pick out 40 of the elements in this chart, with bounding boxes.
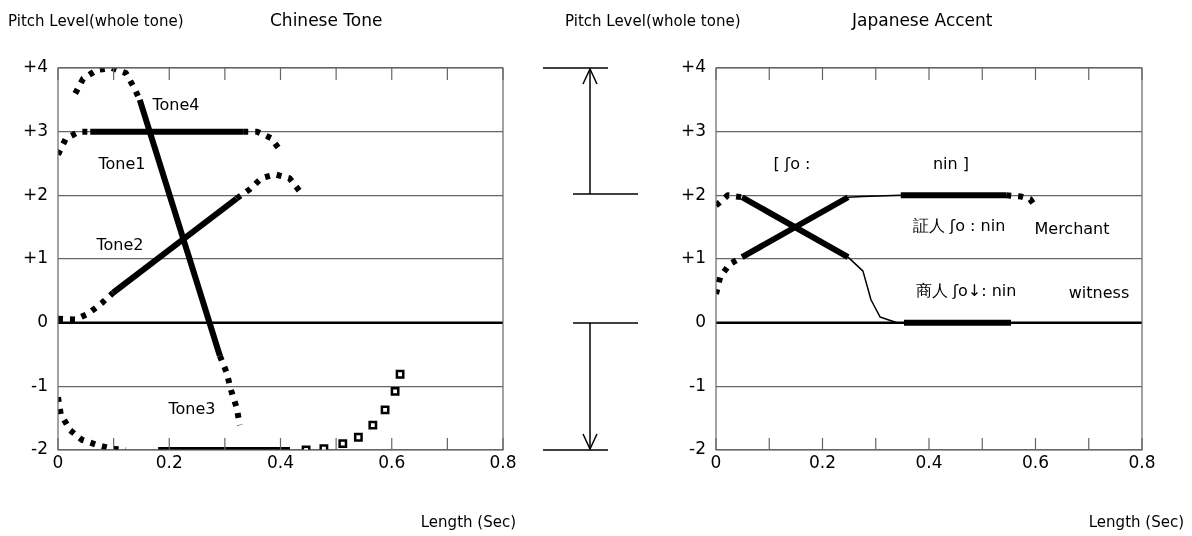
x-tick-label: 0.4 (915, 451, 943, 472)
y-tick-label: 0 (37, 311, 48, 332)
x-axis-title: Length (Sec) (420, 512, 516, 531)
x-tick-label: 0.2 (808, 451, 837, 472)
y-tick-label: +1 (680, 247, 706, 268)
annotation: Tone3 (167, 399, 216, 419)
y-tick-label: +4 (22, 56, 48, 77)
annotation: Tone2 (95, 235, 144, 255)
y-tick-label: -1 (31, 374, 48, 395)
x-tick-label: 0.8 (489, 451, 517, 472)
annotation: 商人 ʃo↓: nin (915, 281, 1017, 301)
y-axis-title: Pitch Level(whole tone) (8, 11, 184, 30)
y-tick-label: -2 (689, 438, 706, 459)
x-tick-label: 0 (52, 451, 64, 472)
x-tick-label: 0.4 (266, 451, 295, 472)
annotation: nin ] (932, 154, 970, 174)
y-axis-title: Pitch Level(whole tone) (565, 11, 741, 30)
x-tick-label: 0.2 (155, 451, 183, 472)
y-tick-label: -2 (31, 438, 48, 459)
annotation: Tone1 (97, 154, 146, 174)
annotation: [ ʃo : (773, 154, 811, 174)
x-tick-label: 0.8 (1128, 451, 1156, 472)
annotation: Tone4 (151, 95, 200, 115)
y-tick-label: +1 (22, 247, 48, 268)
y-tick-label: -1 (689, 374, 706, 395)
y-tick-label: +4 (680, 56, 706, 77)
y-tick-label: 0 (695, 311, 706, 332)
y-tick-label: +3 (22, 120, 48, 141)
y-tick-label: +2 (22, 183, 48, 204)
chart-title: Chinese Tone (270, 10, 383, 31)
y-tick-label: +2 (680, 183, 706, 204)
chart-title: Japanese Accent (851, 10, 993, 31)
x-axis-title: Length (Sec) (1088, 512, 1184, 531)
x-tick-label: 0.6 (1021, 451, 1050, 472)
annotation: witness (1068, 283, 1130, 303)
x-tick-label: 0 (710, 451, 722, 472)
annotation: 証人 ʃo : nin (912, 216, 1006, 236)
y-tick-label: +3 (680, 120, 706, 141)
x-tick-label: 0.6 (378, 451, 406, 472)
annotation: Merchant (1034, 219, 1110, 239)
